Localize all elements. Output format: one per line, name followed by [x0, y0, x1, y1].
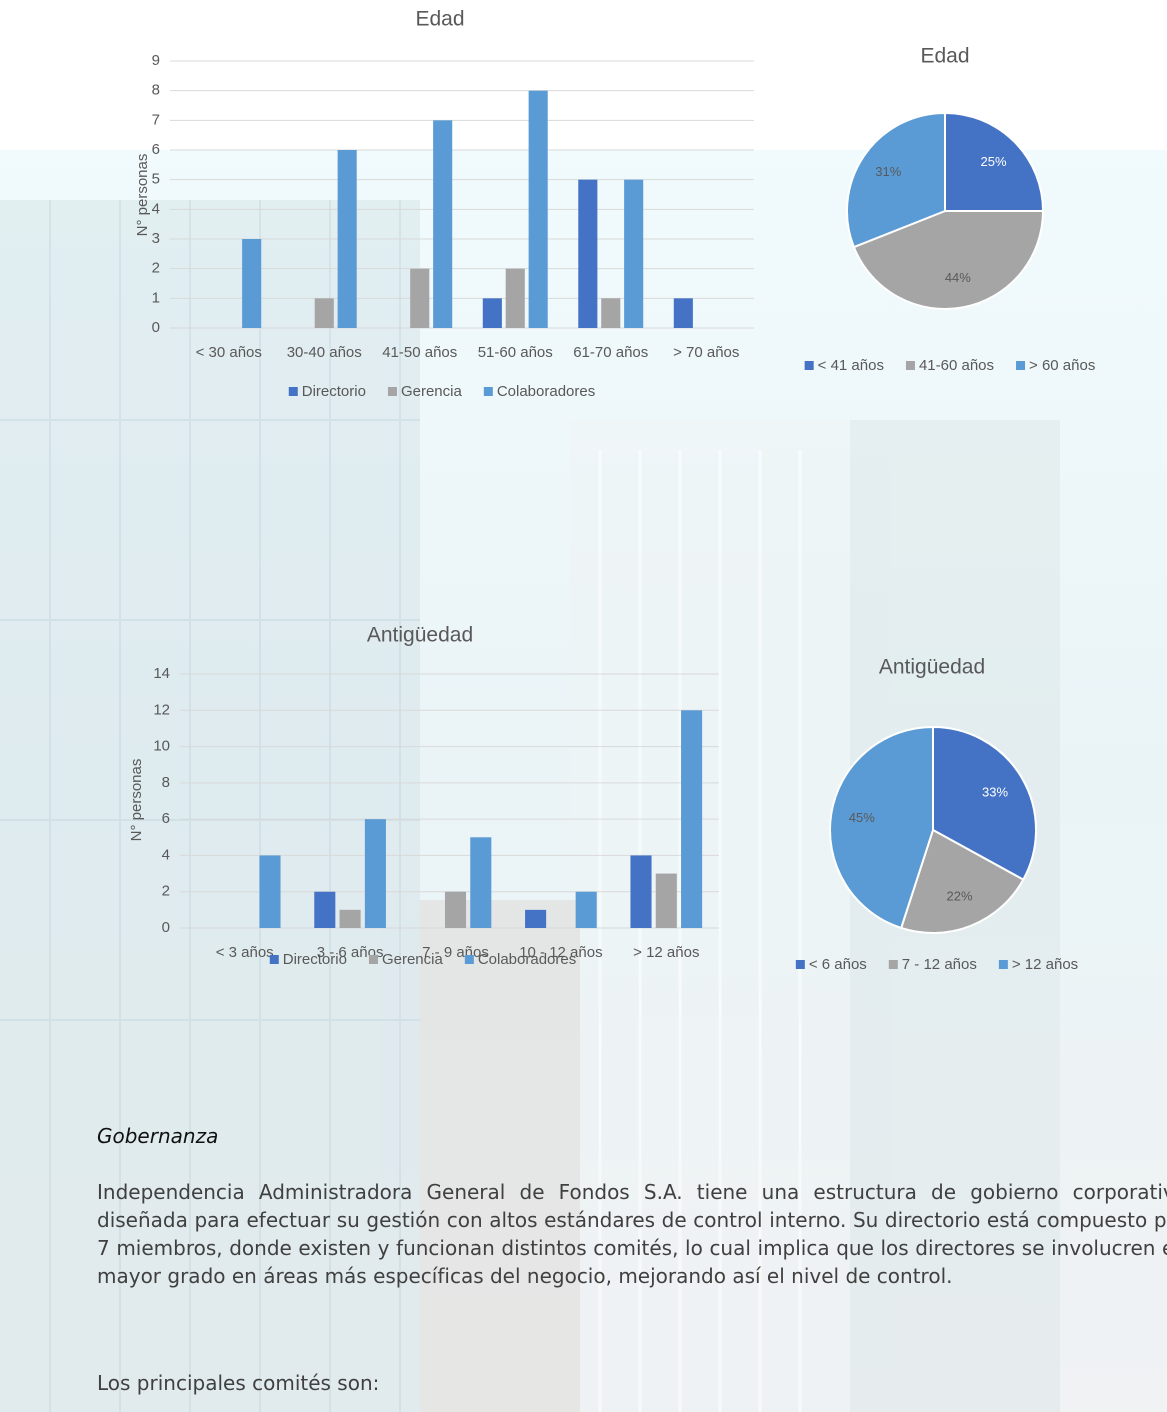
x-tick-label: < 30 años [196, 344, 262, 361]
legend-swatch [368, 955, 378, 964]
chart-title: Antigüedad [367, 624, 473, 647]
pie-label: 22% [947, 888, 973, 903]
legend-label: < 41 años [818, 357, 884, 374]
bar [681, 710, 703, 928]
y-tick-label: 0 [162, 919, 170, 936]
bar [433, 120, 453, 328]
bar [525, 909, 547, 928]
legend-label: Colaboradores [497, 383, 595, 400]
y-tick-label: 10 [153, 738, 170, 755]
x-tick-label: 30-40 años [287, 344, 362, 361]
y-tick-label: 2 [152, 260, 160, 277]
bar [470, 837, 492, 928]
bar [242, 239, 262, 328]
x-tick-label: 41-50 años [382, 344, 457, 361]
chart-title: Edad [920, 45, 969, 68]
bar [314, 298, 334, 328]
legend-label: < 6 años [809, 956, 867, 973]
legend-swatch [998, 960, 1008, 969]
x-tick-label: 61-70 años [573, 344, 648, 361]
y-tick-label: 0 [152, 319, 160, 336]
y-tick-label: 7 [152, 111, 160, 128]
legend-label: Gerencia [382, 951, 444, 968]
y-axis-label: N° personas [134, 154, 151, 237]
pie-slice [846, 111, 946, 249]
pie-slice [899, 828, 1025, 934]
bar [655, 873, 677, 928]
legend-label: > 12 años [1012, 956, 1078, 973]
bar [673, 298, 693, 328]
bar [444, 891, 467, 928]
x-tick-label: > 70 años [673, 344, 739, 361]
pie-label: 45% [849, 810, 875, 825]
pie-slice [944, 111, 1045, 212]
legend-swatch [804, 361, 814, 370]
y-tick-label: 5 [152, 171, 160, 188]
legend-swatch [905, 361, 915, 370]
x-tick-label: < 3 años [216, 944, 274, 961]
legend-label: Colaboradores [478, 951, 576, 968]
y-tick-label: 4 [152, 200, 160, 217]
legend-swatch [464, 955, 474, 964]
legend-label: Directorio [302, 383, 366, 400]
legend-swatch [387, 387, 397, 396]
chart-title: Antigüedad [879, 656, 985, 679]
y-tick-label: 6 [152, 141, 160, 158]
bar [482, 298, 502, 328]
bar [259, 855, 281, 928]
y-tick-label: 3 [152, 230, 160, 247]
bar [528, 90, 548, 329]
legend-label: 7 - 12 años [902, 956, 977, 973]
y-tick-label: 8 [152, 82, 160, 99]
y-tick-label: 14 [153, 665, 170, 682]
y-axis-label: N° personas [128, 759, 145, 842]
legend-swatch [483, 387, 493, 396]
legend-label: 41-60 años [919, 357, 994, 374]
x-tick-label: 3 - 6 años [317, 944, 384, 961]
x-tick-label: 10 - 12 años [519, 944, 602, 961]
legend-swatch [795, 960, 805, 969]
legend-label: Directorio [283, 951, 347, 968]
bar [575, 891, 597, 928]
bar [314, 891, 336, 928]
bar [578, 179, 598, 328]
bar [410, 268, 430, 328]
legend-label: > 60 años [1029, 357, 1095, 374]
bar [505, 268, 525, 328]
pie-label: 31% [875, 164, 901, 179]
bar [624, 179, 644, 328]
legend-swatch [1016, 361, 1026, 370]
legend-swatch [888, 960, 898, 969]
bar [364, 819, 386, 928]
paragraph: Independencia Administradora General de … [97, 1180, 1167, 1288]
y-tick-label: 1 [152, 289, 160, 306]
legend-swatch [288, 387, 298, 396]
y-tick-label: 9 [152, 52, 160, 69]
pie-slice [932, 725, 1037, 881]
y-tick-label: 8 [162, 774, 170, 791]
pie-slice [852, 210, 1045, 310]
x-tick-label: 51-60 años [478, 344, 553, 361]
legend-label: Gerencia [401, 383, 463, 400]
pie-label: 25% [980, 154, 1006, 169]
bar [601, 298, 621, 328]
y-tick-label: 4 [162, 846, 170, 863]
pie-label: 44% [945, 270, 971, 285]
chart-title: Edad [415, 8, 464, 31]
y-tick-label: 2 [162, 883, 170, 900]
bar [339, 909, 361, 928]
pie-label: 33% [982, 785, 1008, 800]
x-tick-label: > 12 años [633, 944, 699, 961]
paragraph: Los principales comités son: [97, 1371, 380, 1395]
y-tick-label: 12 [153, 701, 170, 718]
bar [337, 150, 357, 328]
section-title: Gobernanza [97, 1124, 219, 1148]
y-tick-label: 6 [162, 810, 170, 827]
legend-swatch [269, 955, 279, 964]
pie-slice [829, 725, 934, 930]
bar [630, 855, 652, 928]
